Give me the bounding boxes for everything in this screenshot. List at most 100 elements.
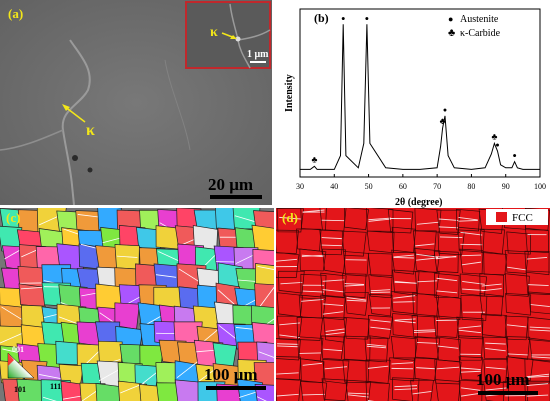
x-tick-label: 40 xyxy=(330,182,338,191)
sem-image: κ κ 1 μm 20 μm (a) xyxy=(0,0,272,205)
twin-boundary xyxy=(438,218,459,221)
twin-boundary xyxy=(277,345,299,348)
grain xyxy=(413,248,441,274)
twin-boundary xyxy=(256,396,267,401)
twin-boundary xyxy=(43,396,57,401)
twin-boundary xyxy=(257,265,274,270)
grain xyxy=(174,379,203,401)
x-tick-label: 80 xyxy=(467,182,475,191)
x-axis-ticks: 30 40 50 60 70 80 90 100 xyxy=(296,174,546,191)
x-tick-label: 100 xyxy=(534,182,546,191)
legend-symbol-kappa: ♣ xyxy=(448,27,455,39)
grain xyxy=(524,250,550,276)
grain xyxy=(505,273,530,297)
twin-boundary xyxy=(416,257,439,261)
twin-boundary xyxy=(526,257,548,260)
x-tick-label: 70 xyxy=(433,182,441,191)
legend-label-kappa: κ-Carbide xyxy=(460,28,501,39)
grain xyxy=(278,270,305,294)
x-axis-label: 2θ (degree) xyxy=(395,197,443,208)
sem-inset: κ 1 μm xyxy=(185,1,271,69)
grain xyxy=(342,273,367,299)
plot-frame xyxy=(299,8,541,178)
grain xyxy=(483,251,508,275)
grain xyxy=(343,251,369,277)
grain xyxy=(458,379,483,401)
twin-boundary xyxy=(485,348,506,352)
grain xyxy=(390,291,418,315)
grain xyxy=(391,249,417,275)
twin-boundary xyxy=(528,284,549,287)
grain xyxy=(506,231,531,255)
fcc-swatch xyxy=(496,212,507,222)
inset-scale-label: 1 μm xyxy=(247,49,269,60)
grain-boundary xyxy=(164,59,191,151)
pore xyxy=(72,155,78,161)
twin-boundary xyxy=(458,219,478,222)
scale-label: 20 μm xyxy=(208,175,253,194)
twin-boundary xyxy=(279,334,301,338)
twin-boundary xyxy=(507,353,528,356)
twin-boundary xyxy=(279,216,302,220)
x-tick-label: 50 xyxy=(365,182,373,191)
ipf-label-101: 101 xyxy=(14,385,26,394)
grain xyxy=(276,378,302,401)
twin-boundary xyxy=(461,367,481,371)
grain xyxy=(212,342,238,367)
twin-boundary xyxy=(485,366,506,370)
twin-boundary xyxy=(116,255,138,258)
twin-boundary xyxy=(416,367,436,370)
grain xyxy=(368,315,393,339)
twin-boundary xyxy=(1,306,23,321)
grain xyxy=(254,283,274,313)
twin-boundary xyxy=(321,237,342,240)
twin-boundary xyxy=(530,304,550,307)
phase-markers: ● ●●●●♣♣♣ xyxy=(311,14,516,164)
grain-boundaries xyxy=(276,208,550,401)
twin-boundary xyxy=(436,277,458,282)
twin-boundary xyxy=(417,280,438,283)
twin-boundary xyxy=(280,282,303,285)
y-axis-label: Intensity xyxy=(284,74,295,112)
twin-boundary xyxy=(322,279,345,282)
grain xyxy=(527,316,550,342)
grain xyxy=(256,341,274,366)
twin-boundary xyxy=(39,374,62,380)
twin-boundary xyxy=(526,373,550,378)
twin-boundary xyxy=(370,326,391,330)
grain xyxy=(319,229,345,256)
grain xyxy=(296,317,324,341)
inset-kappa-label: κ xyxy=(210,25,218,40)
twin-boundary xyxy=(368,218,392,222)
twin-boundary xyxy=(302,393,325,396)
twin-boundary xyxy=(416,221,440,225)
grain xyxy=(460,294,488,321)
grain xyxy=(479,273,504,298)
scale-label: 100 μm xyxy=(204,365,258,384)
grain xyxy=(433,250,459,273)
sem-micrograph-panel: κ κ 1 μm 20 μm (a) xyxy=(0,0,272,205)
ipf-map: 001 101 111 100 μm (c) xyxy=(0,208,274,401)
grain xyxy=(410,379,434,401)
grain xyxy=(300,380,328,401)
twin-boundary xyxy=(413,331,436,333)
phase-marker: ♣ xyxy=(491,131,497,141)
panel-label-d: (d) xyxy=(282,210,298,225)
grain xyxy=(528,291,550,315)
grain xyxy=(253,362,274,389)
grain-mosaic xyxy=(0,208,274,401)
ipf-label-111: 111 xyxy=(50,382,61,391)
twin-boundary xyxy=(481,283,502,287)
twin-boundary xyxy=(507,266,527,271)
fcc-label: FCC xyxy=(512,212,533,224)
twin-boundary xyxy=(366,343,387,347)
grain xyxy=(524,358,550,384)
twin-boundary xyxy=(366,345,387,349)
x-tick-label: 90 xyxy=(502,182,510,191)
grain xyxy=(502,381,529,401)
grain xyxy=(276,208,304,233)
grain xyxy=(345,379,372,401)
twin-boundary xyxy=(20,286,45,290)
grain xyxy=(525,270,550,295)
grain xyxy=(276,315,303,341)
